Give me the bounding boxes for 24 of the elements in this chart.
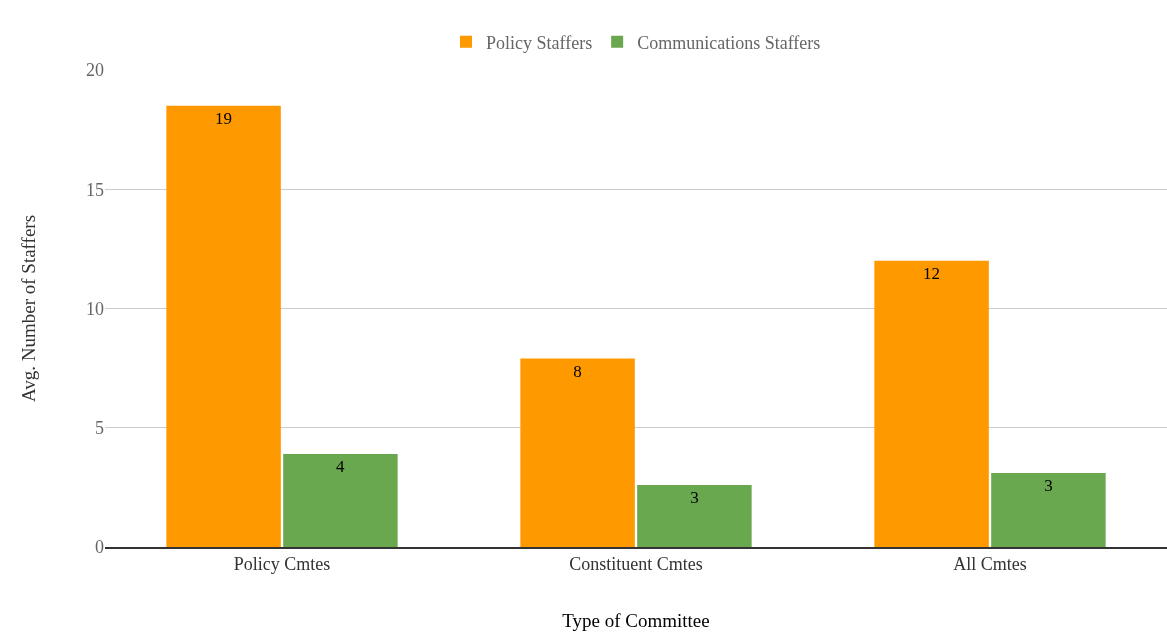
data-label: 19 bbox=[215, 108, 233, 128]
data-label: 12 bbox=[923, 263, 941, 283]
data-label: 3 bbox=[1044, 476, 1053, 496]
bar bbox=[637, 484, 752, 547]
y-tick-label: 0 bbox=[95, 537, 104, 558]
bar bbox=[520, 358, 635, 547]
y-tick-label: 15 bbox=[86, 179, 104, 200]
bar bbox=[874, 260, 989, 547]
y-tick-label: 5 bbox=[95, 418, 104, 439]
bar bbox=[991, 473, 1106, 547]
bar bbox=[166, 105, 281, 547]
legend-label: Policy Staffers bbox=[486, 32, 593, 53]
y-axis-title: Avg. Number of Staffers bbox=[17, 214, 39, 403]
data-label: 8 bbox=[573, 361, 582, 381]
y-tick-label: 10 bbox=[86, 298, 104, 319]
x-tick-label: Constituent Cmtes bbox=[569, 554, 703, 575]
legend-label: Communications Staffers bbox=[637, 32, 821, 53]
x-axis-title: Type of Committee bbox=[562, 609, 710, 631]
bar bbox=[283, 453, 398, 547]
data-label: 4 bbox=[335, 456, 345, 476]
y-tick-label: 20 bbox=[86, 60, 104, 81]
x-tick-label: Policy Cmtes bbox=[233, 554, 331, 575]
x-tick-label: All Cmtes bbox=[953, 554, 1027, 575]
data-label: 3 bbox=[690, 487, 699, 507]
